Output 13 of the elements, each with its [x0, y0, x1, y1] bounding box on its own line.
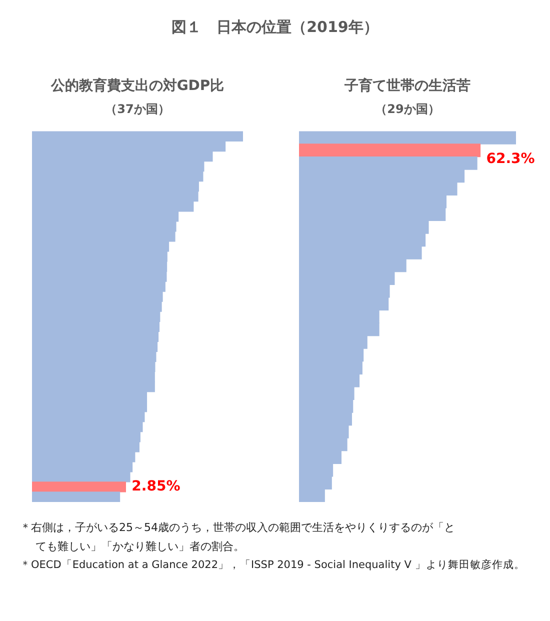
text: ＊OECD「Education at a Glance 2022」，「ISSP 2019 - Social Inequality V 」より舞田敏彦作成。 [20, 558, 526, 573]
bar [299, 144, 481, 158]
bar [32, 482, 126, 492]
text: ＊右側は，子がいる25～54歳のうち，世帯の収入の範囲で生活をやりくりするのが「とても難しい」「かなり難しい」者の割合。 [20, 520, 456, 555]
data-label: 62.3% [486, 151, 535, 168]
chart-title: 子育て世帯の生活苦 [344, 77, 470, 94]
text: 図１ 日本の位置（2019年） [170, 18, 380, 37]
chart-subtitle: （29か国） [375, 102, 440, 116]
chart-title: 公的教育費支出の対GDP比 [50, 77, 224, 94]
bar [32, 492, 120, 502]
chart-subtitle: （37か国） [105, 102, 170, 116]
data-label: 2.85% [132, 478, 180, 495]
bar [299, 131, 516, 144]
